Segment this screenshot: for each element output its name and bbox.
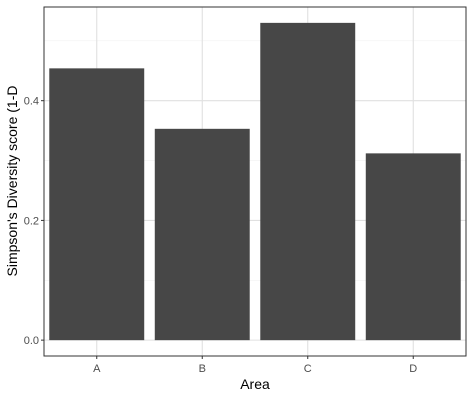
x-axis-title: Area	[240, 376, 270, 392]
bar-a	[49, 68, 145, 341]
y-tick-label: 0.2	[24, 215, 39, 227]
bar-d	[365, 153, 461, 341]
panel-border	[43, 6, 467, 357]
y-axis-title: Simpson's Diversity score (1-D	[4, 86, 20, 277]
bars-layer	[49, 22, 461, 341]
x-tick-label: B	[199, 363, 206, 375]
x-tick-label: D	[409, 363, 417, 375]
ticks-layer: 0.0 0.2 0.4 A B C D	[24, 96, 418, 375]
bar-b	[154, 128, 250, 341]
bar-c	[260, 22, 356, 341]
y-tick-label: 0.4	[24, 96, 39, 108]
x-tick-label: A	[93, 363, 101, 375]
x-tick-label: C	[304, 363, 312, 375]
y-tick-label: 0.0	[24, 335, 39, 347]
